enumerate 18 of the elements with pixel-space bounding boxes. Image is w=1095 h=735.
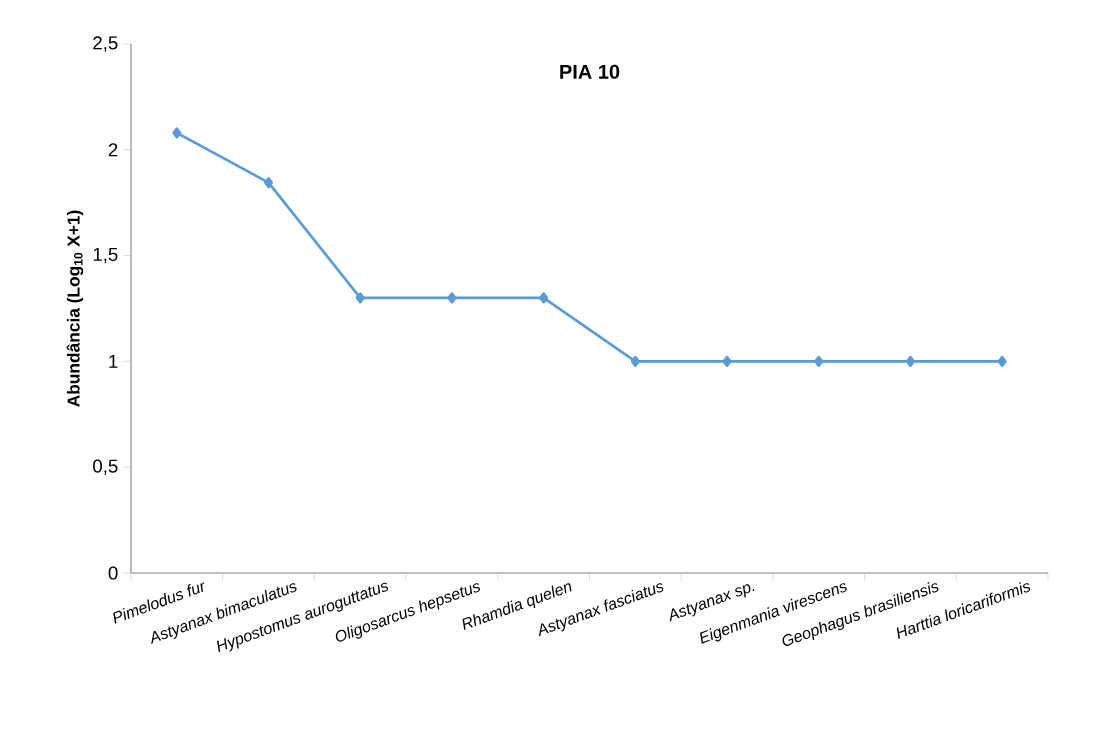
point xyxy=(814,355,824,367)
y-tick-label: 1 xyxy=(109,354,118,368)
y-tick-label: 2 xyxy=(108,143,118,157)
point xyxy=(722,355,732,367)
text: PIA 10 xyxy=(560,64,620,79)
point xyxy=(630,355,640,367)
y-tick-label: 0,5 xyxy=(93,459,118,475)
y-axis-title: Abundância (Log$_{10}$ X+1) xyxy=(66,210,84,407)
point xyxy=(447,292,457,304)
y-tick-label: 2,5 xyxy=(93,36,118,52)
point xyxy=(539,292,549,304)
point xyxy=(264,176,274,189)
point xyxy=(172,127,182,139)
y-tick-label: 1,5 xyxy=(93,247,118,264)
point xyxy=(905,355,915,367)
point xyxy=(355,292,365,304)
y-tick-label: 0 xyxy=(108,566,118,580)
point xyxy=(997,355,1007,367)
